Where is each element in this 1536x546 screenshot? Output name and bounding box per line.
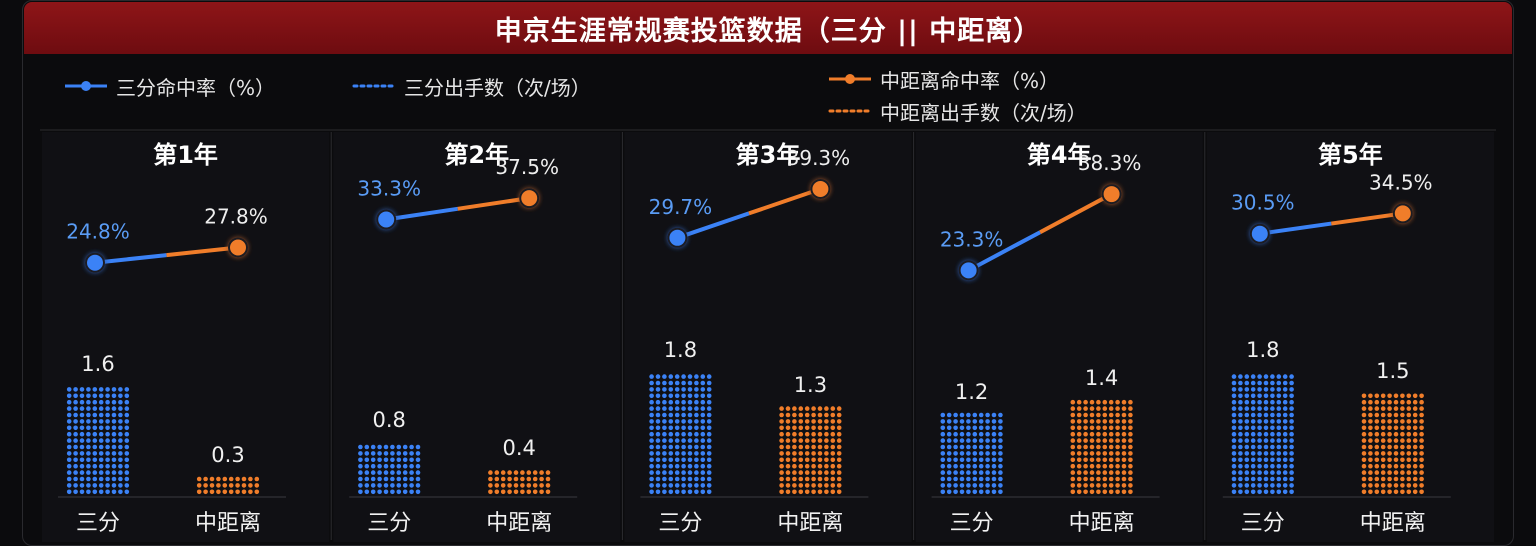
three-att-bar — [940, 412, 1003, 495]
legend-three-att: 三分出手数（次/场） — [352, 71, 591, 101]
category-label-mid: 中距离 — [1360, 511, 1426, 536]
three-pct-label: 24.8% — [66, 220, 130, 244]
three-pct-point — [376, 209, 397, 230]
three-att-bar — [358, 444, 421, 495]
category-label-mid: 中距离 — [195, 511, 261, 536]
mid-att-value-label: 1.4 — [1085, 366, 1118, 390]
legend-mid-pct: 中距离命中率（%） — [828, 64, 1059, 94]
mid-att-bar — [779, 406, 842, 495]
legend-dotted-line-icon — [828, 109, 872, 113]
three-pct-point — [85, 252, 105, 273]
three-pct-point — [958, 260, 979, 281]
panel-title: 第4年 — [1027, 141, 1092, 169]
panel-title: 第5年 — [1318, 141, 1383, 169]
three-pct-line-segment — [676, 211, 750, 240]
legend-three-pct: 三分命中率（%） — [64, 71, 275, 101]
mid-pct-point — [1392, 203, 1413, 224]
legend-mid-att: 中距离出手数（次/场） — [828, 96, 1087, 126]
mid-pct-line-segment — [457, 196, 530, 211]
panel-background — [624, 132, 912, 542]
three-pct-label: 30.5% — [1231, 191, 1295, 215]
mid-pct-label: 39.3% — [787, 146, 851, 170]
three-pct-point — [1249, 223, 1270, 244]
three-att-bar — [66, 387, 130, 495]
three-att-bar — [1231, 374, 1294, 495]
three-pct-line-segment — [385, 206, 458, 222]
three-pct-point — [667, 227, 688, 248]
mid-pct-line-segment — [748, 187, 822, 216]
mid-pct-point — [810, 178, 831, 199]
chart-title: 申京生涯常规赛投篮数据（三分 || 中距离） — [494, 15, 1042, 47]
three-pct-label: 29.7% — [649, 195, 713, 219]
mid-pct-line-segment — [1039, 192, 1113, 234]
category-label-three: 三分 — [367, 511, 411, 536]
three-pct-line-segment — [1259, 221, 1332, 236]
mid-att-bar — [1070, 399, 1133, 495]
mid-att-value-label: 0.3 — [211, 443, 244, 467]
mid-att-value-label: 1.3 — [794, 373, 827, 397]
three-pct-label: 33.3% — [357, 177, 421, 201]
category-label-mid: 中距离 — [1069, 511, 1135, 536]
legend-line-marker-icon — [65, 81, 107, 91]
title-banner: 申京生涯常规赛投篮数据（三分 || 中距离） — [24, 2, 1512, 54]
legend-line-marker-icon — [829, 74, 871, 84]
panel-title: 第3年 — [736, 141, 801, 169]
three-att-value-label: 0.8 — [372, 408, 405, 432]
mid-att-value-label: 1.5 — [1376, 359, 1409, 383]
panel-background — [915, 132, 1203, 542]
category-label-three: 三分 — [950, 511, 994, 536]
mid-pct-label: 34.5% — [1369, 170, 1433, 194]
mid-att-bar — [488, 470, 551, 495]
category-label-mid: 中距离 — [486, 511, 552, 536]
mid-pct-label: 37.5% — [495, 155, 559, 179]
mid-pct-label: 38.3% — [1078, 151, 1142, 175]
panel-title: 第2年 — [444, 141, 509, 169]
mid-att-bar — [1361, 393, 1424, 495]
category-label-three: 三分 — [76, 511, 120, 536]
mid-pct-line-segment — [166, 245, 239, 258]
mid-pct-point — [228, 237, 248, 258]
three-att-value-label: 1.8 — [664, 338, 697, 362]
category-label-three: 三分 — [658, 511, 702, 536]
three-pct-line-segment — [94, 253, 167, 265]
legend-dotted-line-icon — [352, 84, 396, 88]
three-att-value-label: 1.2 — [955, 380, 988, 404]
legend-mid-pct-label: 中距离命中率（%） — [880, 68, 1060, 93]
mid-pct-point — [1101, 184, 1122, 205]
three-pct-label: 23.3% — [940, 227, 1004, 251]
mid-pct-label: 27.8% — [204, 204, 268, 228]
three-att-value-label: 1.8 — [1246, 338, 1279, 362]
legend-three-att-label: 三分出手数（次/场） — [404, 75, 591, 100]
legend-three-pct-label: 三分命中率（%） — [116, 75, 276, 100]
category-label-three: 三分 — [1241, 511, 1285, 536]
three-att-bar — [649, 374, 712, 495]
mid-att-bar — [196, 476, 260, 495]
legend-mid-att-label: 中距离出手数（次/场） — [880, 100, 1087, 125]
three-pct-line-segment — [967, 230, 1042, 273]
panel-background — [42, 132, 330, 542]
mid-pct-line-segment — [1331, 211, 1404, 226]
category-label-mid: 中距离 — [777, 511, 843, 536]
mid-pct-point — [519, 188, 540, 209]
panel-title: 第1年 — [153, 141, 218, 169]
three-att-value-label: 1.6 — [81, 352, 114, 376]
mid-att-value-label: 0.4 — [502, 436, 535, 460]
